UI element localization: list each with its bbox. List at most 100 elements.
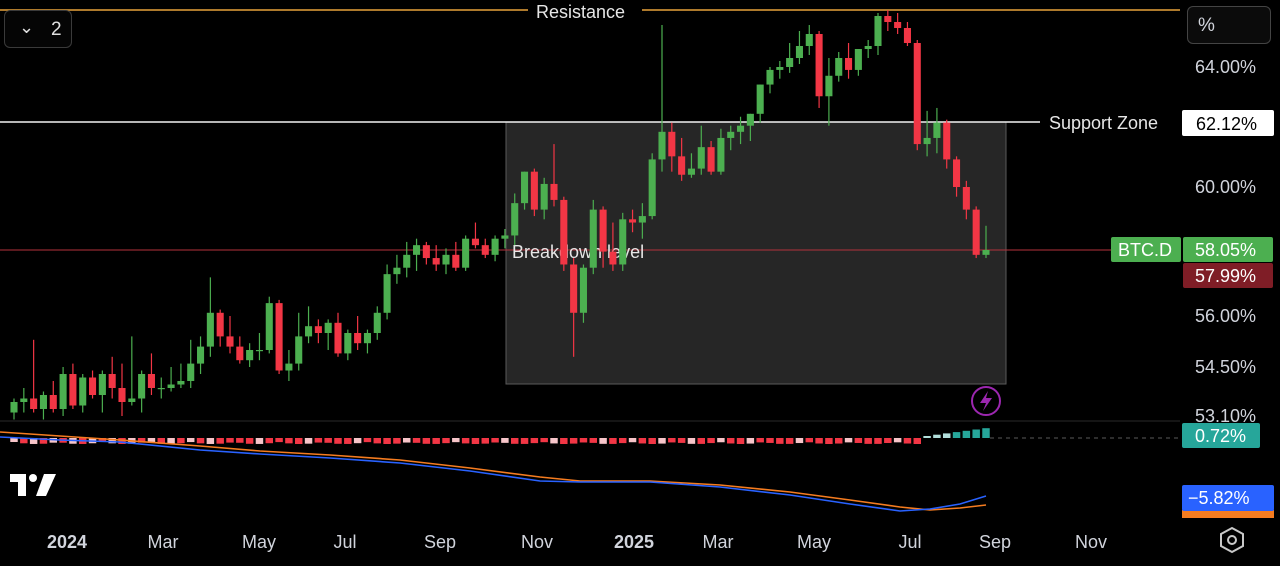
lightning-icon[interactable] (971, 386, 1001, 416)
collapse-indicators-button[interactable]: ⌄ 2 (4, 10, 72, 48)
time-tick-label: Mar (148, 532, 179, 552)
histogram-bar (118, 438, 126, 444)
histogram-bar (913, 438, 922, 444)
candle-body (98, 374, 106, 395)
histogram-bar (785, 438, 794, 444)
histogram-bar (206, 438, 215, 444)
candle-body (89, 377, 97, 395)
histogram-bar (452, 438, 460, 443)
histogram-bar (324, 438, 332, 443)
candle-body (187, 363, 195, 381)
indicator-value-badge-text: −5.82% (1188, 488, 1250, 508)
chevron-down-icon: ⌄ (19, 17, 35, 37)
current-price-badge-text: 58.05% (1195, 240, 1256, 260)
candle-body (481, 245, 489, 255)
indicator-signal-line (0, 431, 987, 511)
indicator-count: 2 (51, 19, 62, 40)
histogram-bar (795, 438, 804, 444)
indicator-badge-orange (1182, 510, 1274, 518)
histogram-bar (216, 438, 224, 444)
candle-body (344, 333, 352, 354)
histogram-bar (39, 438, 48, 444)
histogram-bar (726, 438, 735, 444)
time-tick-label: May (797, 532, 831, 552)
candle-body (972, 209, 980, 255)
price-tick-label: 64.00% (1195, 57, 1256, 77)
candle-body (550, 183, 558, 200)
candle-body (648, 159, 656, 217)
histogram-bar (697, 438, 706, 444)
time-tick-label: 2025 (614, 532, 654, 552)
candle-body (737, 125, 745, 132)
candle-body (521, 171, 529, 204)
histogram-badge-text: 0.72% (1195, 426, 1246, 446)
candle-body (609, 251, 617, 265)
histogram-bar (412, 438, 421, 443)
histogram-bar (461, 438, 470, 444)
price-tick-label: 54.50% (1195, 357, 1256, 377)
histogram-bar (962, 430, 971, 438)
candle-body (373, 312, 381, 333)
histogram-bar (422, 438, 431, 444)
candle-body (236, 346, 244, 361)
histogram-bar (245, 438, 254, 444)
candle-body (422, 245, 430, 259)
candle-body (265, 303, 273, 350)
candle-body (697, 147, 705, 169)
support-label-bg (1040, 110, 1180, 134)
candlestick-series (10, 10, 990, 420)
candle-body (776, 67, 784, 70)
candle-body (334, 322, 342, 354)
candle-body (295, 336, 303, 364)
candle-body (10, 402, 18, 413)
histogram-bar (648, 438, 656, 444)
price-tick-label: 60.00% (1195, 177, 1256, 197)
histogram-bar (167, 438, 175, 444)
candle-body (285, 363, 293, 371)
candle-body (835, 58, 843, 76)
candle-body (39, 395, 47, 409)
histogram-bar (344, 438, 352, 444)
resistance-label-bg (528, 0, 642, 22)
histogram-bar (893, 438, 902, 443)
histogram-bar (108, 438, 116, 444)
candle-body (874, 16, 882, 46)
percent-scale-label: % (1198, 15, 1215, 36)
candle-body (746, 113, 754, 126)
candle-body (825, 75, 833, 97)
candle-body (815, 34, 823, 97)
histogram-bar (29, 438, 38, 444)
histogram-bar (658, 438, 666, 444)
histogram-bar (933, 434, 941, 438)
candle-body (943, 122, 951, 160)
histogram-bar (707, 438, 715, 444)
histogram-bar (638, 438, 647, 444)
settings-hexagon-icon[interactable] (1218, 526, 1246, 554)
candle-body (157, 388, 165, 390)
candle-body (756, 84, 764, 114)
histogram-bar (196, 438, 205, 444)
candle-body (452, 254, 460, 268)
histogram-bar (363, 438, 372, 443)
histogram-bar (294, 438, 303, 444)
candle-body (599, 209, 607, 252)
candle-body (30, 398, 38, 409)
candle-body (579, 267, 587, 313)
candle-body (363, 333, 371, 344)
histogram-bar (402, 438, 411, 443)
current-price-badge (1183, 237, 1273, 262)
candle-body (20, 398, 28, 402)
candle-body (49, 395, 57, 409)
candle-body (471, 238, 479, 246)
candle-body (147, 374, 155, 388)
candle-body (530, 171, 538, 210)
histogram-bar (884, 438, 892, 444)
candle-body (560, 199, 568, 265)
candle-body (462, 238, 470, 268)
histogram-bar (618, 438, 627, 444)
candle-body (383, 274, 391, 313)
percent-scale-toggle[interactable]: % (1187, 6, 1271, 44)
indicator-value-badge (1182, 485, 1274, 511)
histogram-bar (736, 438, 745, 444)
